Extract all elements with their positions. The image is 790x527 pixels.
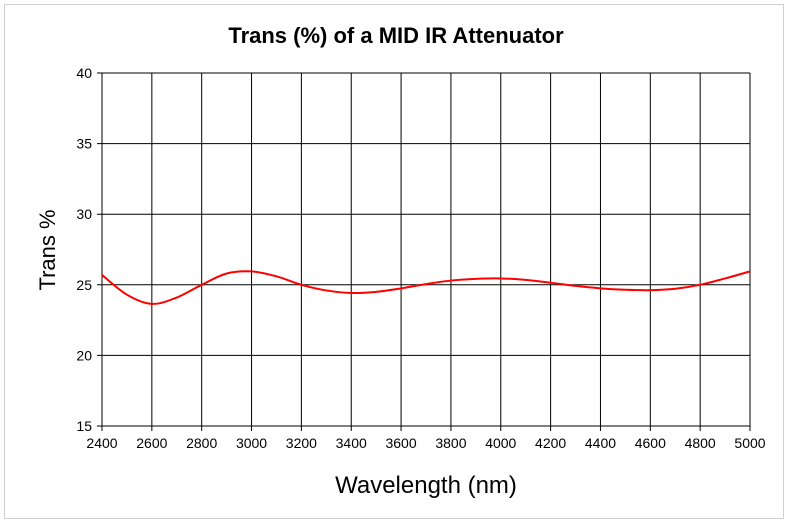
y-tick-label: 30 xyxy=(76,206,92,222)
y-tick-label: 40 xyxy=(76,65,92,81)
x-tick-label: 3800 xyxy=(435,435,466,451)
x-axis-label: Wavelength (nm) xyxy=(335,472,517,499)
y-tick-label: 25 xyxy=(76,277,92,293)
x-tick-label: 3000 xyxy=(236,435,267,451)
x-tick-label: 4400 xyxy=(585,435,616,451)
x-tick-label: 4200 xyxy=(535,435,566,451)
series-line xyxy=(101,270,751,305)
chart-frame xyxy=(4,4,784,519)
y-axis-label: Trans % xyxy=(35,209,60,290)
x-tick-label: 2600 xyxy=(136,435,167,451)
x-tick-label: 4800 xyxy=(685,435,716,451)
x-tick-label: 3200 xyxy=(286,435,317,451)
x-tick-label: 4600 xyxy=(635,435,666,451)
x-tick-label: 2400 xyxy=(86,435,117,451)
chart-title: Trans (%) of a MID IR Attenuator xyxy=(228,23,564,48)
y-tick-label: 20 xyxy=(76,347,92,363)
x-tick-label: 5000 xyxy=(734,435,765,451)
x-tick-label: 3600 xyxy=(385,435,416,451)
y-tick-label: 15 xyxy=(76,418,92,434)
x-tick-label: 4000 xyxy=(485,435,516,451)
x-tick-label: 2800 xyxy=(186,435,217,451)
y-tick-label: 35 xyxy=(76,136,92,152)
x-tick-label: 3400 xyxy=(336,435,367,451)
